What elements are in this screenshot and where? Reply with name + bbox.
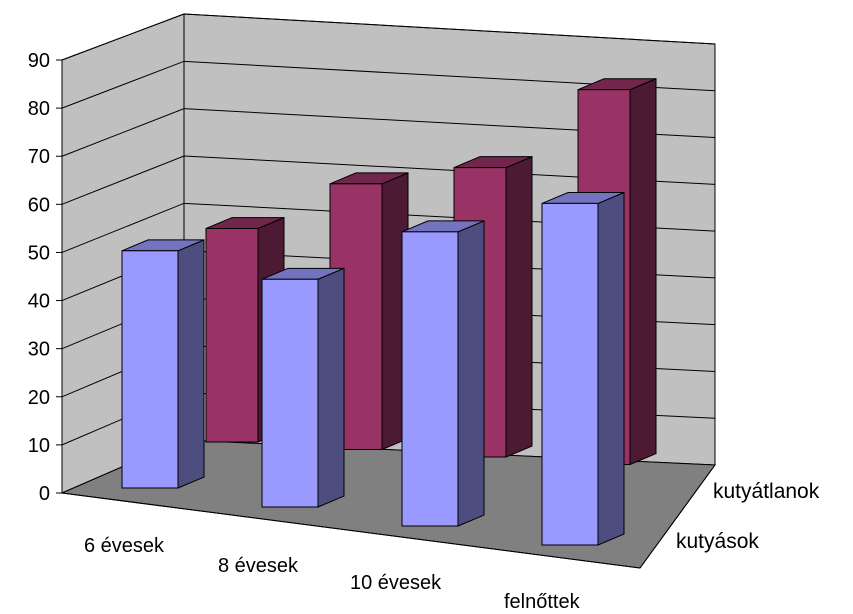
- y-tick-label: 80: [28, 98, 50, 120]
- depth-axis-line: [639, 464, 716, 569]
- y-tick-label: 10: [28, 435, 50, 457]
- bar-side: [457, 220, 485, 527]
- bar: [205, 228, 259, 443]
- bar-side: [177, 239, 205, 489]
- x-tick-label: 10 évesek: [350, 572, 442, 594]
- bar: [401, 231, 459, 527]
- y-tick-label: 90: [28, 50, 50, 72]
- y-tick-label: 0: [39, 483, 50, 505]
- bar-side: [317, 267, 345, 508]
- gridline: [61, 202, 716, 253]
- bar-side: [597, 191, 625, 546]
- y-tick-label: 50: [28, 242, 50, 264]
- y-tick-label: 40: [28, 291, 50, 313]
- y-tick-label: 30: [28, 339, 50, 361]
- x-tick-label: 6 évesek: [84, 535, 165, 557]
- bar-side: [629, 78, 657, 466]
- x-tick-label: 8 évesek: [218, 555, 299, 577]
- bar-side: [505, 155, 533, 458]
- y-axis-ticks: 0 10 20 30 40 50 60 70 80 90: [28, 50, 62, 505]
- gridline: [61, 108, 716, 157]
- bar: [541, 202, 599, 546]
- gridline: [61, 60, 716, 109]
- gridline: [61, 155, 716, 205]
- y-tick-label: 70: [28, 146, 50, 168]
- bar: [121, 250, 179, 489]
- x-tick-label: felnőttek: [504, 591, 581, 613]
- x-axis-line: [61, 492, 641, 569]
- series-label: kutyások: [676, 530, 759, 553]
- gridline: [61, 13, 716, 61]
- bar: [261, 278, 319, 508]
- bars: [121, 78, 657, 546]
- y-tick-label: 60: [28, 194, 50, 216]
- series-label: kutyátlanok: [713, 480, 820, 503]
- y-tick-label: 20: [28, 387, 50, 409]
